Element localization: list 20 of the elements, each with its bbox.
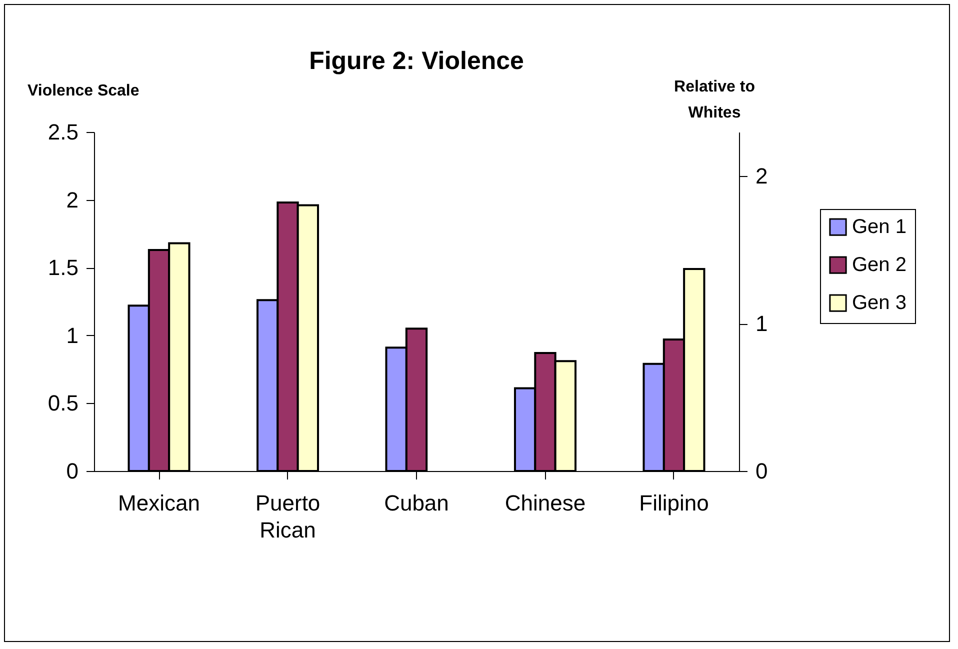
y-tick-label: 0 (66, 458, 78, 484)
x-tick-label: Filipino (639, 490, 709, 516)
legend-label: Gen 1 (852, 216, 906, 238)
y2-tick-label: 1 (756, 311, 768, 336)
y-tick-label: 2.5 (48, 120, 78, 144)
legend-label: Gen 2 (852, 254, 906, 276)
y-tick-label: 2 (66, 187, 78, 212)
x-tick-label: Puerto Rican (255, 490, 320, 542)
y-tick-label: 0.5 (48, 390, 78, 416)
y2-tick-label: 0 (756, 458, 768, 484)
y-axis-title: Violence Scale (28, 82, 140, 100)
y2-axis-title: Relative to Whites (674, 78, 756, 122)
chart-title: Figure 2: Violence (309, 47, 524, 75)
x-tick-label: Mexican (118, 490, 200, 516)
y2-tick-label: 2 (756, 164, 768, 189)
y-tick-label: 1.5 (48, 255, 78, 280)
x-tick-label: Chinese (504, 490, 586, 516)
legend-label: Gen 3 (852, 292, 906, 314)
y-tick-label: 1 (66, 322, 78, 348)
x-tick-label: Cuban (384, 490, 449, 516)
